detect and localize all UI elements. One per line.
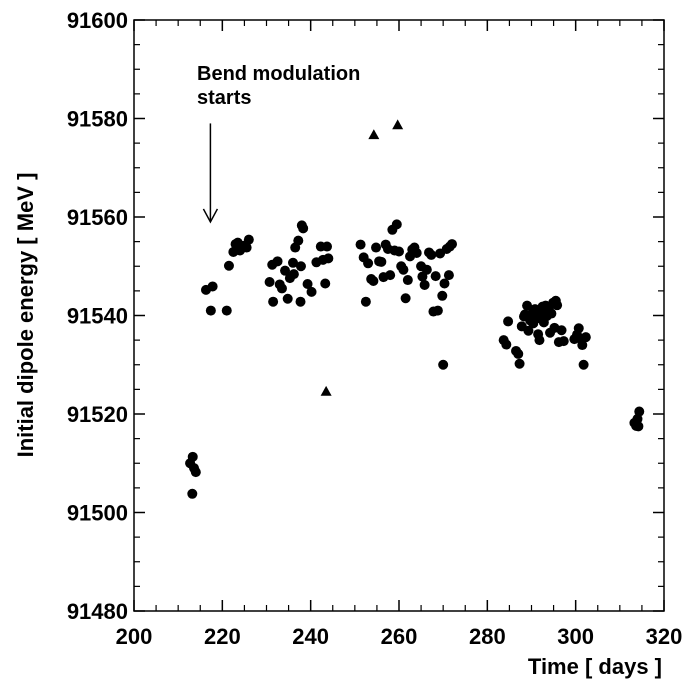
data-point-circle xyxy=(552,300,563,311)
x-tick-label: 200 xyxy=(116,624,153,649)
data-point-circle xyxy=(223,260,234,271)
y-axis-label: Initial dipole energy [ MeV ] xyxy=(13,173,38,458)
data-point-circle xyxy=(633,421,644,432)
data-point-circle xyxy=(230,239,241,250)
data-point-circle xyxy=(439,278,450,289)
data-point-circle xyxy=(306,286,317,297)
data-point-circle xyxy=(558,336,569,347)
data-point-circle xyxy=(274,279,285,290)
data-point-circle xyxy=(207,281,218,292)
data-point-circle xyxy=(282,293,293,304)
data-point-circle xyxy=(398,264,409,275)
annotation: Bend modulation starts xyxy=(197,63,360,224)
data-point-circle xyxy=(522,300,533,311)
data-point-circle xyxy=(268,296,279,307)
annotation-arrow-head xyxy=(202,208,219,224)
data-point-circle xyxy=(320,278,331,289)
data-point-triangle xyxy=(392,119,404,130)
data-point-triangle xyxy=(368,129,380,140)
data-point-circle xyxy=(556,325,567,336)
data-point-circle xyxy=(411,247,422,258)
data-point-circle xyxy=(402,275,413,286)
data-point-circle xyxy=(394,246,404,257)
data-point-circle xyxy=(241,242,252,253)
x-tick-label: 320 xyxy=(646,624,683,649)
y-tick-label: 91600 xyxy=(67,8,128,33)
x-tick-label: 280 xyxy=(469,624,506,649)
data-point-circle xyxy=(400,293,411,304)
data-point-circle xyxy=(187,488,198,499)
data-point-circle xyxy=(573,323,584,334)
data-point-circle xyxy=(295,296,306,307)
data-point-circle xyxy=(419,279,430,290)
data-point-circle xyxy=(513,348,524,359)
data-point-circle xyxy=(447,239,457,250)
annotation-text-line-2: starts xyxy=(197,87,251,109)
x-tick-label: 220 xyxy=(204,624,241,649)
data-point-circle xyxy=(363,258,374,269)
y-tick-label: 91560 xyxy=(67,205,128,230)
data-point-circle xyxy=(523,325,534,336)
data-point-circle xyxy=(371,242,382,253)
data-point-circle xyxy=(221,305,232,316)
data-point-circle xyxy=(438,359,449,370)
data-point-circle xyxy=(391,219,402,230)
x-axis-label: Time [ days ] xyxy=(528,654,662,679)
data-point-circle xyxy=(580,332,591,343)
data-point-circle xyxy=(376,256,387,267)
data-point-circle xyxy=(634,406,645,417)
data-point-circle xyxy=(280,265,291,276)
data-point-circle xyxy=(295,261,306,272)
data-point-circle xyxy=(443,270,454,281)
data-point-circle xyxy=(355,239,366,250)
y-tick-label: 91540 xyxy=(67,304,128,329)
data-point-circle xyxy=(437,290,448,301)
data-point-circle xyxy=(190,467,201,478)
data-point-triangle xyxy=(320,385,332,396)
x-tick-label: 260 xyxy=(381,624,418,649)
x-tick-label: 300 xyxy=(557,624,594,649)
data-point-circle xyxy=(272,256,283,267)
data-point-circle xyxy=(322,241,333,252)
data-point-circle xyxy=(243,234,254,245)
data-point-circle xyxy=(296,220,307,231)
data-point-circle xyxy=(187,451,198,462)
data-point-circle xyxy=(546,308,557,319)
y-tick-label: 91480 xyxy=(67,599,128,624)
data-point-circle xyxy=(288,257,298,268)
y-tick-label: 91500 xyxy=(67,501,128,526)
y-tick-label: 91520 xyxy=(67,402,128,427)
data-point-circle xyxy=(293,235,304,246)
annotation-text-line-1: Bend modulation xyxy=(197,63,360,85)
data-point-circle xyxy=(368,276,379,287)
data-point-circle xyxy=(385,270,396,281)
data-point-circle xyxy=(426,249,437,260)
data-point-circle xyxy=(205,305,216,316)
x-tick-label: 240 xyxy=(292,624,329,649)
data-point-circle xyxy=(577,340,588,351)
data-point-circle xyxy=(534,335,545,346)
data-point-circle xyxy=(264,277,275,288)
data-point-circle xyxy=(360,296,371,307)
data-point-circle xyxy=(323,253,334,264)
data-point-circle xyxy=(514,358,525,369)
data-point-circle xyxy=(501,339,512,350)
y-tick-label: 91580 xyxy=(67,107,128,132)
data-point-circle xyxy=(421,264,432,275)
data-point-circle xyxy=(302,278,313,289)
ticks-group: 200 220 240 260 280 300 320 91480 91500 91520 9154… xyxy=(67,8,683,649)
data-point-circle xyxy=(530,304,541,315)
data-point-circle xyxy=(432,305,443,316)
data-point-circle xyxy=(288,269,299,280)
data-point-circle xyxy=(430,271,441,282)
data-point-circle xyxy=(578,359,589,370)
data-points xyxy=(185,119,645,499)
data-point-circle xyxy=(503,316,514,327)
